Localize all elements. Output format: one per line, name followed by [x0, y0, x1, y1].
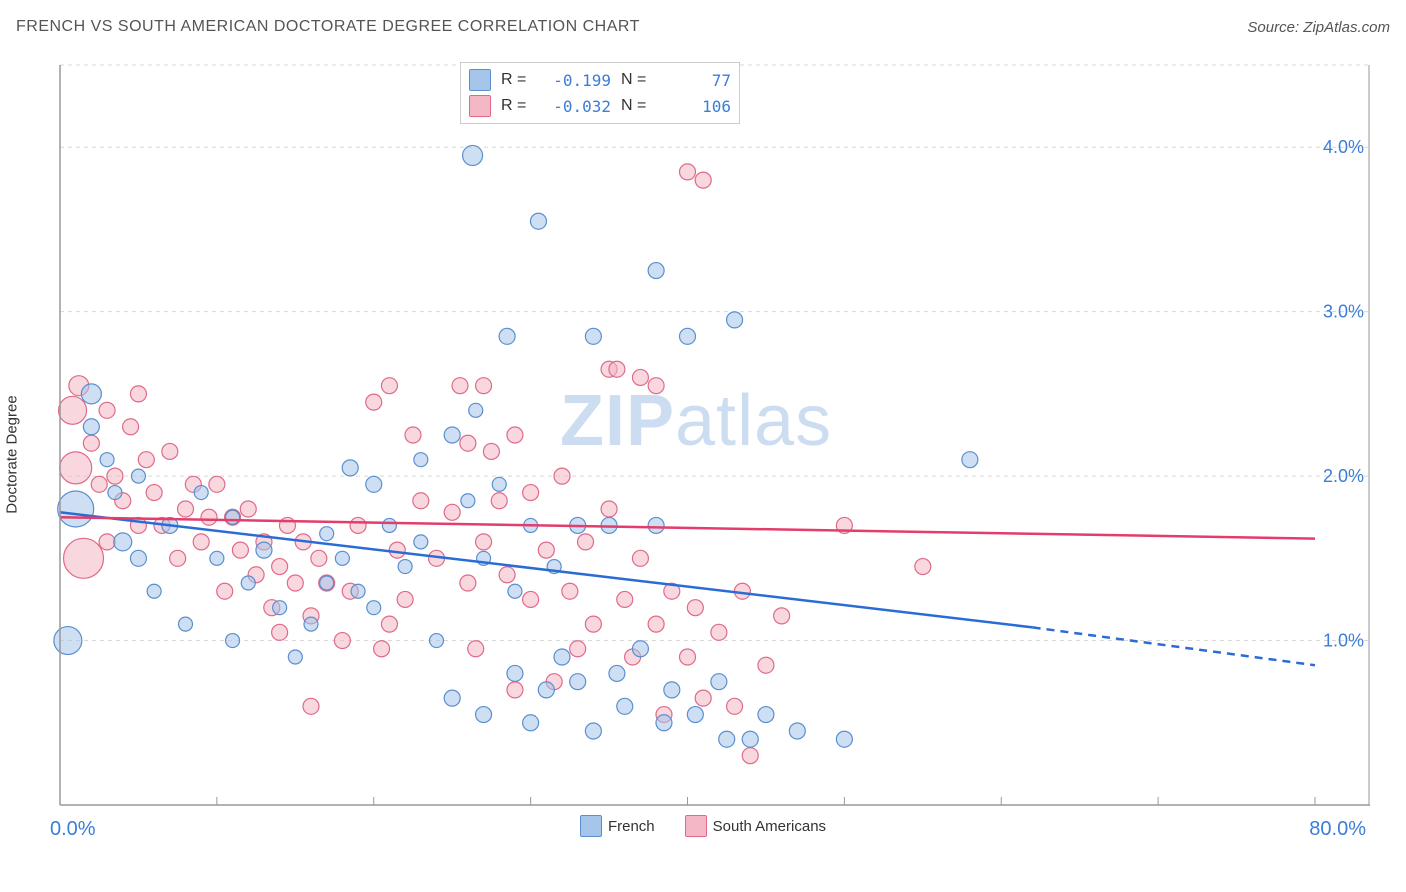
legend-item-south-americans: South Americans — [685, 815, 826, 837]
scatter-chart: 1.0% 2.0% 3.0% 4.0% — [50, 55, 1370, 815]
r-value-french: -0.199 — [551, 71, 611, 90]
svg-text:2.0%: 2.0% — [1323, 466, 1364, 486]
x-axis-max-label: 80.0% — [1309, 818, 1366, 841]
swatch-icon — [580, 815, 602, 837]
r-label: R = — [501, 71, 541, 89]
r-label: R = — [501, 97, 541, 115]
swatch-south-americans — [469, 95, 491, 117]
legend-label: French — [608, 818, 655, 835]
legend-row-south-americans: R = -0.032 N = 106 — [469, 93, 731, 119]
n-value-south-americans: 106 — [671, 97, 731, 116]
legend-label: South Americans — [713, 818, 826, 835]
header: FRENCH VS SOUTH AMERICAN DOCTORATE DEGRE… — [16, 18, 1390, 36]
swatch-french — [469, 69, 491, 91]
legend-row-french: R = -0.199 N = 77 — [469, 67, 731, 93]
source-prefix: Source: — [1247, 19, 1303, 36]
r-value-south-americans: -0.032 — [551, 97, 611, 116]
legend-item-french: French — [580, 815, 655, 837]
source-label: Source: ZipAtlas.com — [1247, 19, 1390, 36]
x-axis-min-label: 0.0% — [50, 818, 96, 841]
n-label: N = — [621, 71, 661, 89]
y-axis-label: Doctorate Degree — [4, 395, 21, 513]
svg-text:3.0%: 3.0% — [1323, 302, 1364, 322]
svg-text:1.0%: 1.0% — [1323, 631, 1364, 651]
chart-title: FRENCH VS SOUTH AMERICAN DOCTORATE DEGRE… — [16, 18, 640, 36]
correlation-legend: R = -0.199 N = 77 R = -0.032 N = 106 — [460, 62, 740, 124]
n-value-french: 77 — [671, 71, 731, 90]
svg-text:4.0%: 4.0% — [1323, 137, 1364, 157]
n-label: N = — [621, 97, 661, 115]
series-legend: French South Americans — [0, 815, 1406, 837]
swatch-icon — [685, 815, 707, 837]
source-link[interactable]: ZipAtlas.com — [1303, 19, 1390, 36]
